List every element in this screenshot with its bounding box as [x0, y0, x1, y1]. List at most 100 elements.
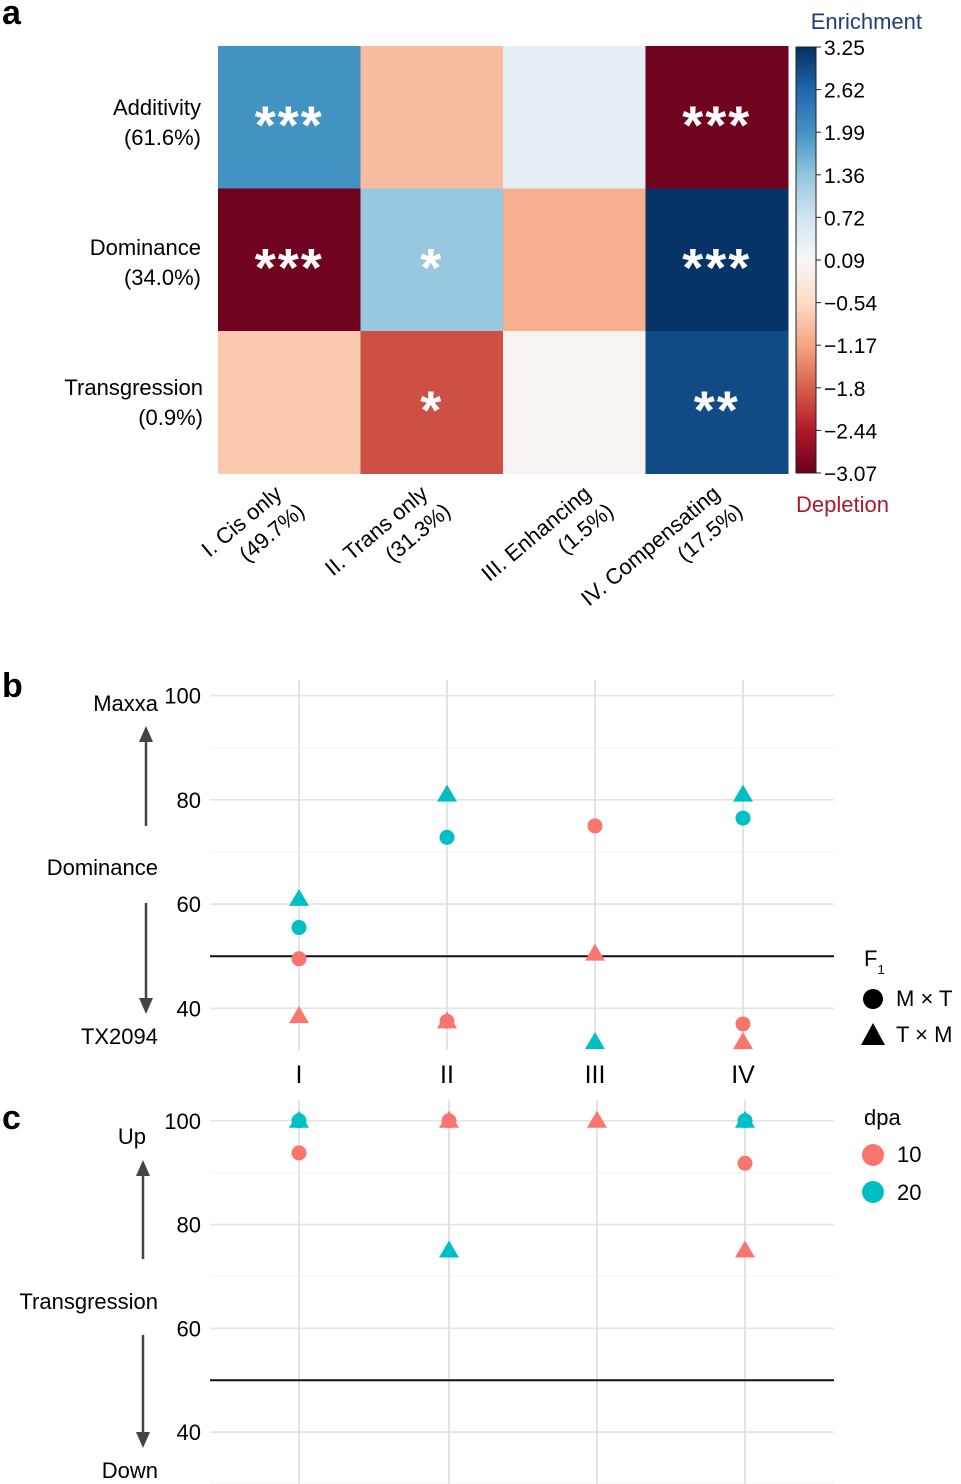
- y-tick-label: 60: [177, 1316, 201, 1341]
- heatmap-cell: [360, 46, 504, 189]
- data-point-triangle: [735, 1110, 755, 1128]
- heatmap-cell: [645, 46, 789, 189]
- data-point-triangle: [735, 1240, 755, 1258]
- data-point-circle: [735, 810, 751, 826]
- colorbar-tick-label: −2.44: [824, 420, 877, 443]
- x-tick-label: II: [440, 1061, 454, 1089]
- data-point-circle: [735, 1016, 751, 1032]
- data-point-triangle: [733, 1032, 753, 1050]
- legend-dpa: dpa 10 20: [862, 1105, 921, 1205]
- panel-label-a: a: [2, 0, 22, 32]
- legend-triangle-icon: [861, 1023, 885, 1045]
- y-tick-label: 60: [177, 892, 201, 917]
- data-point-triangle: [289, 1006, 309, 1024]
- heatmap-cell: [360, 188, 504, 332]
- significance-stars: ***: [682, 238, 751, 298]
- data-point-triangle: [585, 1032, 605, 1050]
- y-tick-label: 80: [177, 788, 201, 813]
- significance-stars: ***: [255, 238, 324, 298]
- y-tick-label: 40: [177, 1420, 201, 1445]
- transgression-down-arrow: [136, 1335, 150, 1448]
- significance-stars: *: [420, 380, 443, 440]
- row-label-dominance: Dominance: [90, 235, 201, 260]
- heatmap-cell: [360, 331, 504, 474]
- dominance-down-arrow: [139, 903, 153, 1014]
- dominance-top-label: Maxxa: [93, 691, 159, 716]
- heatmap-cell: [645, 188, 789, 332]
- significance-stars: ***: [682, 95, 751, 155]
- colorbar-top-label: Enrichment: [811, 9, 922, 34]
- legend-dpa-10-swatch: [862, 1144, 884, 1166]
- heatmap-column-labels: I. Cis only (49.7%) II. Trans only (31.3…: [196, 477, 747, 611]
- dominance-mid-label: Dominance: [47, 855, 158, 880]
- colorbar-tick-label: 0.09: [824, 250, 865, 273]
- heatmap-cell: [645, 331, 789, 474]
- legend-dpa-20-swatch: [862, 1181, 884, 1203]
- legend-f1: F1 M × T T × M: [861, 946, 952, 1047]
- significance-stars: ***: [255, 95, 324, 155]
- transgression-top-label: Up: [118, 1124, 146, 1149]
- colorbar-tick-label: 0.72: [824, 207, 865, 230]
- row-pct-additivity: (61.6%): [124, 125, 201, 150]
- data-point-triangle: [437, 1011, 457, 1029]
- data-point-circle: [291, 1145, 307, 1161]
- colorbar-tick-label: −3.07: [824, 463, 877, 486]
- data-point-triangle: [439, 1110, 459, 1128]
- row-pct-dominance: (34.0%): [124, 265, 201, 290]
- panel-label-c: c: [2, 1099, 21, 1137]
- col-label-trans: II. Trans only (31.3%): [320, 477, 455, 602]
- heatmap-cell: [218, 46, 361, 189]
- data-point-triangle: [437, 784, 457, 802]
- legend-f1-item-txm: T × M: [896, 1022, 952, 1047]
- transgression-bottom-label: Down: [102, 1458, 158, 1483]
- data-point-triangle: [289, 888, 309, 906]
- heatmap-cell: [218, 188, 361, 332]
- heatmap-cell: [218, 331, 361, 474]
- significance-stars: *: [420, 238, 443, 298]
- significance-stars: **: [694, 380, 740, 440]
- colorbar-tick-label: −0.54: [824, 293, 877, 316]
- y-tick-label: 100: [164, 1109, 201, 1134]
- row-label-additivity: Additivity: [113, 95, 201, 120]
- dominance-up-arrow: [139, 726, 153, 826]
- data-point-triangle: [587, 1110, 607, 1128]
- colorbar-tick-label: 2.62: [824, 80, 865, 103]
- legend-dpa-20-label: 20: [897, 1180, 921, 1205]
- data-point-triangle: [289, 1110, 309, 1128]
- col-label-cis: I. Cis only (49.7%): [196, 477, 309, 584]
- legend-dpa-title: dpa: [864, 1105, 901, 1130]
- y-tick-label: 100: [164, 684, 201, 709]
- colorbar-tick-label: 1.99: [824, 122, 865, 145]
- colorbar-bottom-label: Depletion: [796, 492, 889, 517]
- legend-circle-icon: [863, 989, 883, 1009]
- data-point-circle: [291, 951, 307, 967]
- transgression-plot: 100 80 60 40: [164, 1100, 834, 1484]
- colorbar: [795, 46, 817, 474]
- legend-f1-title-sub: 1: [877, 962, 884, 977]
- legend-dpa-10-label: 10: [897, 1142, 921, 1167]
- data-point-circle: [737, 1155, 753, 1171]
- colorbar-tick-label: 1.36: [824, 165, 865, 188]
- heatmap-cell: [503, 46, 646, 189]
- legend-f1-title-main: F: [864, 946, 877, 971]
- colorbar-tick-label: 3.25: [824, 37, 865, 60]
- x-tick-label: I: [296, 1061, 303, 1089]
- colorbar-tick-label: −1.8: [824, 378, 865, 401]
- heatmap-cell: [503, 188, 646, 332]
- row-label-transgression: Transgression: [64, 375, 203, 400]
- x-tick-label: III: [585, 1061, 606, 1089]
- y-tick-label: 40: [177, 996, 201, 1021]
- data-point-triangle: [439, 1240, 459, 1258]
- data-point-triangle: [733, 784, 753, 802]
- x-tick-label: IV: [731, 1061, 755, 1089]
- data-point-circle: [291, 920, 307, 936]
- heatmap: *** ****** * **** **: [218, 46, 789, 474]
- transgression-mid-label: Transgression: [19, 1289, 158, 1314]
- y-tick-label: 80: [177, 1213, 201, 1238]
- row-pct-transgression: (0.9%): [138, 405, 203, 430]
- legend-f1-item-mxt: M × T: [896, 986, 952, 1011]
- heatmap-cell: [503, 331, 646, 474]
- heatmap-row-labels: Additivity (61.6%) Dominance (34.0%) Tra…: [64, 95, 203, 430]
- legend-f1-title: F1: [864, 946, 885, 977]
